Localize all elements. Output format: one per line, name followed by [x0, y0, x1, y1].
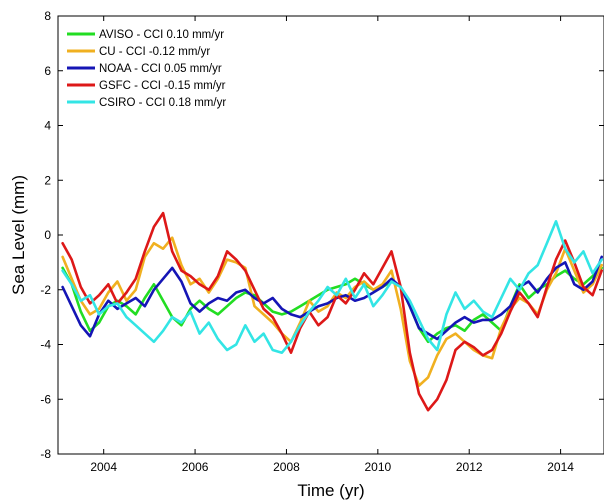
x-tick-label: 2006 [182, 460, 209, 474]
x-axis-label: Time (yr) [297, 481, 364, 500]
x-tick-label: 2004 [90, 460, 117, 474]
y-tick-label: 2 [44, 173, 51, 187]
legend-label: NOAA - CCI 0.05 mm/yr [99, 63, 222, 75]
legend-label: CSIRO - CCI 0.18 mm/yr [99, 97, 226, 109]
y-tick-label: 0 [44, 228, 51, 242]
legend-label: CU - CCI -0.12 mm/yr [99, 46, 210, 58]
series-line-4 [61, 220, 604, 355]
legend-label: GSFC - CCI -0.15 mm/yr [99, 80, 226, 92]
series-line-1 [61, 236, 604, 387]
x-tick-label: 2008 [273, 460, 300, 474]
x-tick-label: 2014 [547, 460, 574, 474]
series-lines [61, 211, 604, 412]
y-axis-label: Sea Level (mm) [9, 175, 28, 295]
y-tick-label: -4 [40, 338, 51, 352]
y-tick-label: 8 [44, 9, 51, 23]
x-tick-label: 2010 [364, 460, 391, 474]
series-line-3 [61, 211, 604, 412]
x-tick-label: 2012 [456, 460, 483, 474]
legend: AVISO - CCI 0.10 mm/yr CU - CCI -0.12 mm/… [67, 29, 226, 109]
x-axis: 2004 2006 2008 2010 2012 2014 [90, 16, 574, 474]
y-tick-label: 4 [44, 119, 51, 133]
y-tick-label: -8 [40, 447, 51, 461]
legend-label: AVISO - CCI 0.10 mm/yr [99, 29, 224, 41]
y-tick-label: 6 [44, 64, 51, 78]
y-tick-label: -6 [40, 392, 51, 406]
y-axis: -8 -6 -4 -2 0 2 4 6 8 [40, 9, 604, 461]
y-tick-label: -2 [40, 283, 51, 297]
series-line-2 [61, 255, 604, 341]
